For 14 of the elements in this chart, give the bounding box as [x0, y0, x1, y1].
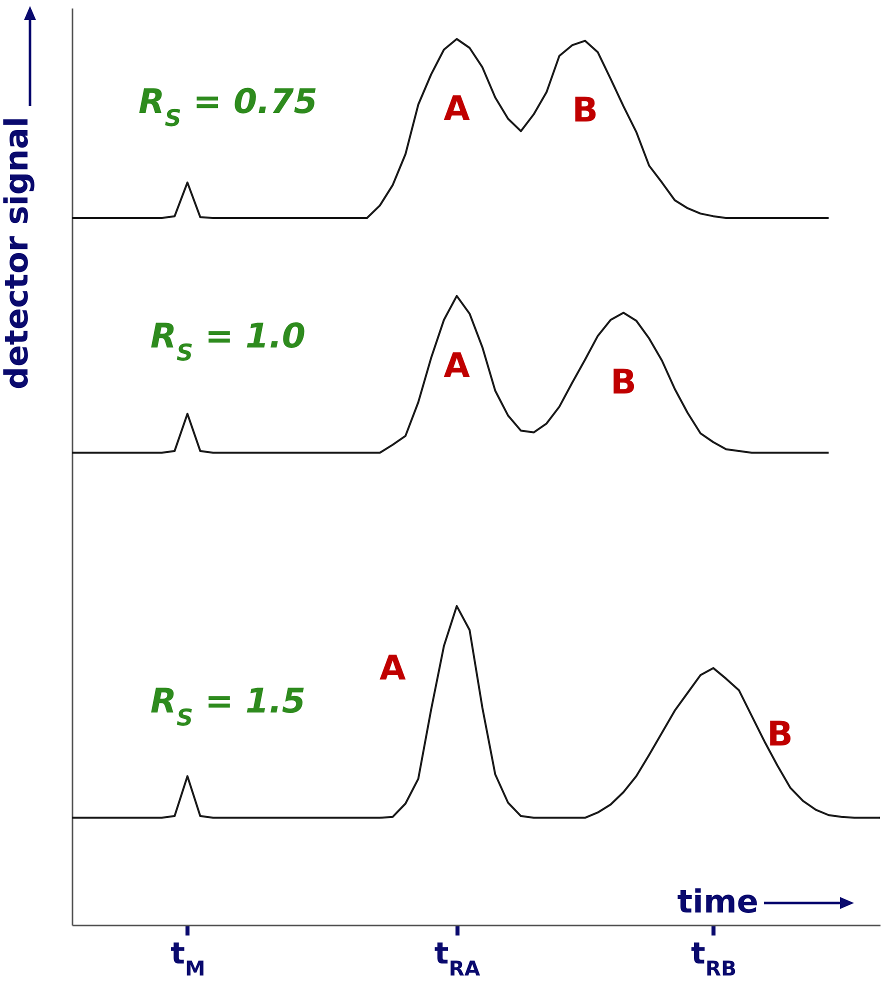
- x-tick-label: t$_{M}$: [170, 936, 206, 980]
- annotation: R$_{S}$ = 1.0: [150, 316, 306, 367]
- annotation: A: [444, 88, 471, 129]
- x-axis-title: time: [677, 882, 758, 920]
- x-tick-label: t$_{RB}$: [690, 936, 737, 980]
- annotation: B: [767, 714, 793, 754]
- annotation: A: [379, 648, 406, 689]
- x-tick-label: t$_{RA}$: [434, 936, 480, 980]
- annotation: A: [444, 346, 471, 386]
- annotation: B: [572, 90, 598, 131]
- annotation: R$_{S}$ = 1.5: [150, 682, 306, 732]
- annotation: R$_{S}$ = 0.75: [138, 82, 318, 132]
- y-axis-title: detector signal: [0, 116, 36, 390]
- annotation: B: [610, 362, 636, 403]
